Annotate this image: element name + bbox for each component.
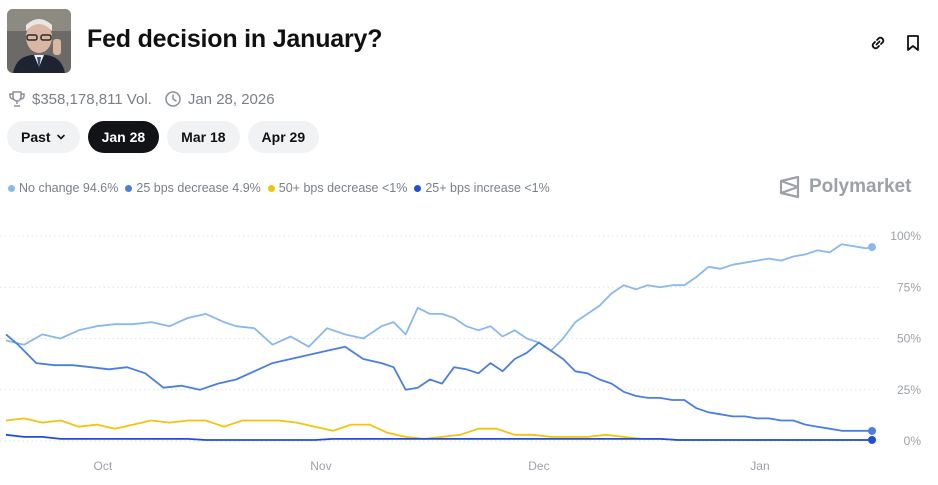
clock-icon bbox=[165, 91, 181, 107]
tab-mar-18[interactable]: Mar 18 bbox=[167, 121, 240, 153]
date-tabs: Past Jan 28 Mar 18 Apr 29 bbox=[7, 121, 320, 153]
y-tick-label: 0% bbox=[904, 434, 922, 448]
probability-chart[interactable]: 100% 75% 50% 25% 0% Oct Nov Dec Jan bbox=[0, 220, 938, 485]
legend-item-50-decrease: 50+ bps decrease <1% bbox=[267, 181, 408, 195]
legend-label: No change 94.6% bbox=[19, 181, 119, 195]
legend-dot bbox=[267, 184, 275, 192]
series-end-point bbox=[868, 243, 876, 252]
chevron-down-icon bbox=[56, 134, 65, 140]
end-date-stat: Jan 28, 2026 bbox=[164, 90, 275, 108]
legend-dot bbox=[125, 184, 133, 192]
y-tick-label: 25% bbox=[897, 383, 921, 397]
tab-label: Mar 18 bbox=[181, 129, 226, 145]
series-line-no-change bbox=[5, 243, 873, 352]
volume-stat: $358,178,811 Vol. bbox=[8, 90, 152, 108]
market-header: Fed decision in January? bbox=[7, 9, 931, 73]
brand-name: Polymarket bbox=[809, 176, 912, 197]
y-tick-label: 50% bbox=[897, 332, 921, 346]
link-icon[interactable] bbox=[868, 33, 888, 53]
chart-legend: No change 94.6% 25 bps decrease 4.9% 50+… bbox=[8, 181, 550, 195]
volume-text: $358,178,811 Vol. bbox=[32, 90, 152, 108]
tab-apr-29[interactable]: Apr 29 bbox=[247, 121, 320, 153]
tab-label: Jan 28 bbox=[101, 129, 146, 145]
series-end-point bbox=[868, 435, 876, 444]
bookmark-icon[interactable] bbox=[903, 33, 923, 53]
series-line-25-bps-increase bbox=[5, 433, 872, 441]
fed-chair-portrait-icon bbox=[7, 9, 71, 73]
legend-item-25-decrease: 25 bps decrease 4.9% bbox=[125, 181, 261, 195]
brand-watermark: Polymarket bbox=[779, 175, 911, 199]
series-line-50-bps-decrease bbox=[5, 417, 872, 441]
legend-label: 25 bps decrease 4.9% bbox=[136, 181, 261, 195]
tab-label: Past bbox=[21, 129, 51, 145]
series-line-25-bps-decrease bbox=[5, 333, 873, 432]
x-tick-label: Dec bbox=[528, 459, 549, 473]
x-tick-label: Nov bbox=[310, 459, 331, 473]
x-tick-label: Jan bbox=[750, 459, 769, 473]
tab-past[interactable]: Past bbox=[7, 121, 80, 153]
series-end-point bbox=[868, 426, 876, 435]
legend-label: 50+ bps decrease <1% bbox=[278, 181, 408, 195]
polymarket-logo-icon bbox=[779, 175, 800, 199]
page-title: Fed decision in January? bbox=[87, 25, 383, 53]
y-tick-label: 75% bbox=[897, 280, 921, 294]
trophy-icon bbox=[9, 91, 25, 107]
legend-item-25-increase: 25+ bps increase <1% bbox=[414, 181, 550, 195]
tab-label: Apr 29 bbox=[261, 129, 306, 145]
market-meta: $358,178,811 Vol. Jan 28, 2026 bbox=[8, 88, 287, 110]
avatar bbox=[7, 9, 71, 73]
legend-dot bbox=[8, 184, 15, 192]
y-tick-label: 100% bbox=[890, 229, 921, 243]
legend-label: 25+ bps increase <1% bbox=[425, 181, 550, 195]
legend-item-no-change: No change 94.6% bbox=[8, 181, 118, 195]
end-date-text: Jan 28, 2026 bbox=[187, 90, 275, 108]
x-tick-label: Oct bbox=[94, 459, 113, 473]
tab-jan-28[interactable]: Jan 28 bbox=[87, 121, 160, 153]
legend-dot bbox=[414, 184, 422, 192]
